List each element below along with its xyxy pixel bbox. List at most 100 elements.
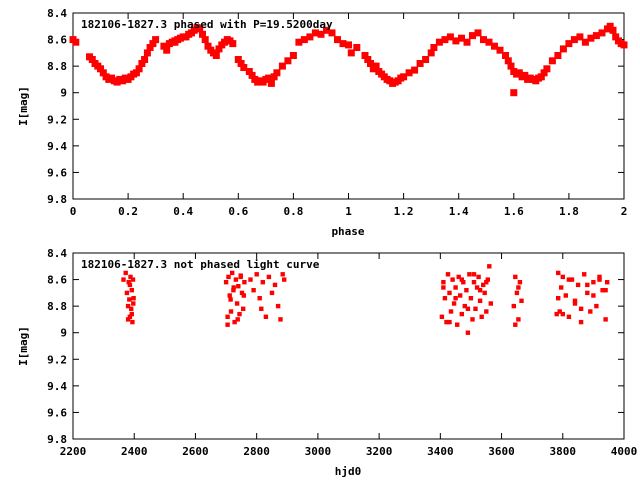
- data-point: [543, 65, 551, 73]
- data-point: [515, 69, 523, 77]
- data-point: [513, 274, 518, 280]
- y-tick-label: 8.4: [47, 247, 67, 260]
- data-point: [620, 41, 628, 49]
- data-point: [228, 297, 233, 302]
- data-point: [575, 282, 581, 288]
- data-point: [127, 297, 132, 302]
- data-point: [445, 272, 451, 277]
- data-point: [473, 306, 478, 311]
- data-point: [578, 319, 584, 325]
- data-point: [152, 36, 160, 44]
- data-point: [585, 282, 590, 288]
- x-tick-label: 0.4: [173, 205, 193, 218]
- data-point: [606, 22, 614, 30]
- data-point: [97, 65, 104, 73]
- data-point: [121, 277, 126, 282]
- data-point: [467, 272, 472, 277]
- data-point: [323, 26, 330, 34]
- data-point: [131, 296, 136, 301]
- data-point: [225, 322, 230, 327]
- data-point: [237, 311, 242, 317]
- data-point: [234, 56, 242, 63]
- data-point: [212, 52, 220, 59]
- data-point: [471, 280, 477, 285]
- x-tick-label: 1.6: [504, 205, 524, 218]
- data-point: [581, 38, 589, 46]
- data-point: [487, 264, 492, 269]
- data-point: [427, 49, 435, 57]
- x-tick-label: 3400: [427, 445, 454, 458]
- x-tick-label: 2: [621, 205, 628, 218]
- data-point: [278, 62, 286, 70]
- data-point: [444, 319, 449, 325]
- data-point: [514, 290, 520, 296]
- data-point: [248, 71, 256, 79]
- data-point: [88, 56, 96, 63]
- data-point: [461, 280, 466, 285]
- data-point: [612, 33, 620, 41]
- data-point: [232, 319, 237, 325]
- data-point: [127, 314, 133, 319]
- data-points: [69, 22, 628, 97]
- data-point: [289, 52, 297, 59]
- data-point: [266, 274, 272, 280]
- data-point: [263, 314, 269, 319]
- x-tick-label: 3800: [550, 445, 577, 458]
- data-point: [465, 330, 471, 335]
- data-point: [233, 277, 239, 282]
- plot-frame: [72, 252, 625, 440]
- y-tick-label: 8.6: [47, 274, 67, 287]
- data-point: [237, 60, 245, 67]
- data-point: [231, 285, 236, 290]
- data-point: [149, 40, 157, 48]
- x-axis: 0 0.2 0.4 0.6 0.8 1 1.2 1.4 1.6 1.8 2: [70, 13, 628, 218]
- data-point: [484, 309, 489, 314]
- data-point: [126, 280, 131, 285]
- y-tick-label: 9.4: [47, 380, 67, 393]
- data-point: [227, 293, 232, 298]
- data-point: [566, 314, 572, 319]
- data-point: [470, 317, 475, 322]
- data-point: [598, 29, 606, 37]
- y-tick-label: 9.6: [47, 166, 67, 179]
- data-point: [594, 303, 599, 309]
- data-point: [591, 293, 596, 298]
- data-point: [481, 282, 486, 288]
- data-point: [516, 317, 521, 322]
- data-point: [430, 44, 438, 51]
- data-point: [485, 38, 493, 46]
- data-point: [453, 285, 458, 290]
- data-point: [238, 274, 243, 280]
- x-axis: 2200 2400 2600 2800 3000 3200 3400 3600 3800 4000: [60, 253, 637, 458]
- data-point: [265, 74, 273, 82]
- x-tick-label: 1.8: [559, 205, 579, 218]
- data-point: [347, 49, 355, 57]
- data-point: [479, 314, 484, 319]
- x-tick-label: 1: [345, 205, 352, 218]
- data-point: [267, 79, 275, 87]
- data-point: [441, 280, 446, 285]
- data-point: [556, 296, 561, 301]
- data-point: [317, 30, 325, 38]
- data-point: [609, 26, 617, 34]
- data-point: [540, 69, 548, 77]
- data-point: [270, 73, 278, 81]
- plot-title: 182106-1827.3 phased with P=19.5200day: [81, 18, 333, 31]
- data-point: [605, 280, 610, 285]
- y-tick-label: 9: [60, 327, 67, 340]
- data-point: [485, 277, 490, 282]
- data-point: [411, 66, 419, 74]
- data-point: [458, 34, 465, 42]
- data-point: [124, 290, 130, 296]
- data-point: [502, 52, 509, 59]
- y-axis-title: I[mag]: [17, 86, 30, 126]
- data-point: [127, 282, 133, 288]
- data-point: [513, 322, 518, 327]
- data-point: [235, 317, 240, 322]
- data-point: [563, 293, 568, 298]
- data-point: [488, 301, 493, 306]
- data-point: [215, 45, 223, 53]
- y-axis: 8.4 8.6 8.8 9 9.2 9.4 9.6 9.8: [47, 247, 624, 446]
- x-tick-label: 0: [70, 205, 77, 218]
- data-point: [272, 282, 278, 288]
